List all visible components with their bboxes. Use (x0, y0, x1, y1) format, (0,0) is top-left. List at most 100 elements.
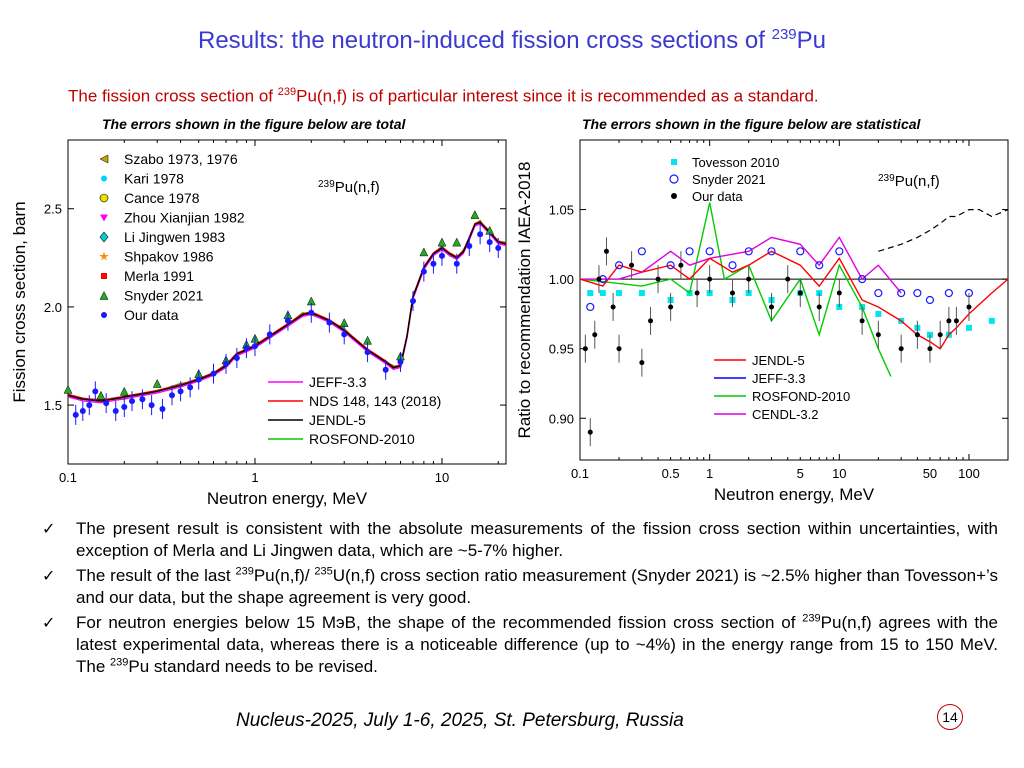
marker-point (728, 261, 737, 270)
marker-point (92, 388, 99, 395)
right-ratio-chart: 0.1 0.5 1 5 10 50 100 0.90 0.95 1.00 1.05 Neutron e… (515, 139, 1009, 504)
marker-point (874, 288, 883, 298)
marker-point (897, 288, 906, 298)
marker-point (859, 318, 865, 324)
x-tick-label: 10 (435, 470, 449, 485)
rosfond-curve (579, 202, 892, 377)
marker-point (616, 290, 623, 297)
slide-subtitle: The fission cross section of 239Pu(n,f) … (68, 86, 819, 106)
marker-point (875, 332, 881, 338)
marker-point (101, 273, 107, 279)
y-tick-label: 2.0 (44, 300, 62, 315)
marker-point (452, 237, 462, 247)
marker-point (99, 290, 109, 300)
marker-point (744, 247, 753, 256)
marker-point (139, 396, 146, 403)
marker-point (729, 290, 735, 296)
bullet-item: ✓ For neutron energies below 15 MэВ, the … (42, 612, 999, 676)
marker-point (119, 386, 129, 396)
plot-frame (579, 139, 1009, 461)
legend-label: NDS 148, 143 (2018) (309, 393, 441, 409)
marker-point (603, 248, 609, 254)
marker-point (746, 276, 752, 282)
legend-label: Cance 1978 (124, 190, 200, 206)
marker-point (685, 247, 694, 256)
checkmark-icon: ✓ (42, 613, 56, 632)
x-tick-label: 10 (832, 466, 846, 481)
marker-point (101, 175, 107, 182)
x-tick-label: 50 (923, 466, 937, 481)
marker-point (251, 343, 258, 350)
x-tick-label: 0.1 (59, 470, 77, 485)
marker-point (638, 290, 645, 297)
marker-point (99, 154, 109, 164)
marker-point (101, 312, 107, 318)
marker-point (637, 247, 646, 256)
marker-point (326, 319, 333, 326)
marker-point (769, 304, 775, 310)
marker-point (666, 261, 675, 270)
bullet-item: ✓ The result of the last 239Pu(n,f)/ 235U… (42, 565, 998, 607)
chart-title: 239Pu(n,f) (878, 173, 940, 190)
y-tick-label: 2.5 (44, 202, 62, 217)
left-cross-section-chart: 0.1 1 10 1.5 2.0 2.5 Neutron energy, MeV Fissio… (10, 139, 507, 508)
marker-point (96, 390, 106, 400)
marker-point (586, 302, 595, 312)
marker-point (223, 360, 230, 367)
legend-label: JENDL-5 (309, 412, 366, 428)
marker-point (953, 318, 959, 324)
marker-point (266, 331, 273, 338)
marker-point (678, 262, 684, 268)
y-tick-label: 1.05 (549, 203, 574, 218)
dashed-curve (878, 208, 1009, 252)
marker-point (946, 318, 952, 324)
marker-point (284, 317, 291, 324)
x-axis-label: Neutron energy, MeV (714, 485, 875, 504)
legend-label: Tovesson 2010 (692, 155, 779, 170)
y-axis-label: Ratio to recommendation IAEA-2018 (515, 162, 534, 439)
cendl-curve (580, 236, 902, 294)
footer-conference: Nucleus-2025, July 1-6, 2025, St. Peters… (236, 710, 684, 731)
jendl-curve (67, 221, 507, 402)
legend-label: Merla 1991 (124, 268, 194, 284)
marker-point (835, 247, 844, 256)
marker-point (796, 247, 805, 256)
marker-point (86, 402, 93, 409)
marker-point (438, 252, 445, 259)
marker-point (364, 349, 371, 356)
y-axis-label: Fission cross section, barn (10, 201, 29, 402)
marker-point (470, 210, 480, 219)
marker-point (152, 378, 162, 388)
bullet-item: ✓ The present result is consistent with t… (42, 519, 998, 560)
right-figure-caption: The errors shown in the figure below are… (582, 116, 921, 132)
marker-point (148, 402, 155, 409)
marker-point (397, 358, 404, 365)
marker-point (495, 245, 502, 251)
marker-point (705, 247, 714, 256)
marker-point (210, 370, 217, 377)
marker-point (420, 268, 427, 275)
marker-point (177, 388, 184, 395)
marker-point (592, 332, 598, 338)
marker-point (914, 332, 920, 338)
marker-point (341, 331, 348, 338)
marker-point (927, 346, 933, 352)
marker-point (72, 411, 79, 418)
marker-point (410, 298, 417, 305)
marker-point (453, 260, 460, 267)
marker-point (671, 159, 677, 165)
page-number: 14 (937, 704, 963, 730)
marker-point (875, 310, 882, 317)
x-tick-label: 5 (797, 466, 804, 481)
marker-point (112, 407, 119, 414)
marker-point (785, 276, 791, 282)
left-figure-caption: The errors shown in the figure below are… (102, 116, 406, 132)
marker-point (419, 247, 429, 257)
jendl-curve (579, 250, 1009, 350)
legend-label: JENDL-5 (752, 353, 805, 368)
legend-label: Kari 1978 (124, 171, 184, 187)
marker-point (99, 251, 109, 261)
marker-point (129, 398, 136, 405)
marker-point (694, 290, 700, 296)
marker-point (925, 295, 935, 305)
